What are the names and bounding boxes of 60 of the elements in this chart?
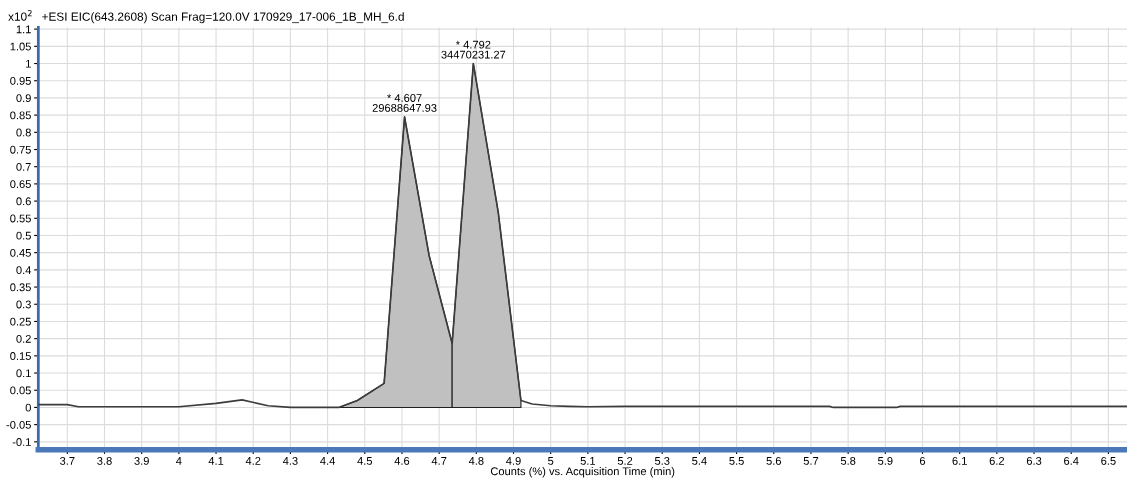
y-tick-label: 0.05 <box>10 386 31 395</box>
x-tick-label: 3.7 <box>60 456 75 465</box>
x-tick-label: 5.4 <box>692 457 707 465</box>
x-tick-label: 4.4 <box>320 457 335 465</box>
x-tick-label: 6.1 <box>952 456 967 465</box>
y-tick-label: 1.05 <box>10 42 31 51</box>
y-tick-label: 0 <box>25 403 31 412</box>
x-tick-label: 6.4 <box>1064 456 1079 465</box>
y-tick-label: 0.35 <box>10 283 31 292</box>
y-tick-label: 0.15 <box>10 352 31 360</box>
x-tick-label: 3.8 <box>97 456 112 465</box>
y-tick-label: 1 <box>26 59 31 68</box>
x-tick-label: 6.3 <box>1026 456 1042 465</box>
x-tick-label: 4.1 <box>208 457 224 465</box>
y-tick-label: -0.05 <box>6 420 31 429</box>
y-tick-label: -0.1 <box>12 438 31 446</box>
x-tick-label: 5.6 <box>766 456 782 465</box>
y-tick-label: 0.95 <box>10 76 31 85</box>
x-tick-label: 5.7 <box>803 457 819 465</box>
x-tick-label: 4.3 <box>282 456 298 465</box>
x-tick-label: 5.5 <box>729 457 744 465</box>
y-tick-label: 0.2 <box>16 334 31 343</box>
x-axis-title: Counts (%) vs. Acquisition Time (min) <box>490 467 675 478</box>
annotation: * 4.792 34470231.27 <box>441 40 506 59</box>
y-tick-label: 0.55 <box>10 214 31 223</box>
y-tick-label: 0.65 <box>10 180 31 189</box>
x-tick-label: 5.3 <box>654 456 670 465</box>
x-tick-label: 6.5 <box>1101 456 1116 465</box>
x-tick-label: 4.9 <box>506 456 521 465</box>
y-tick-label: 0.5 <box>16 231 31 240</box>
x-tick-label: 4.8 <box>468 456 484 465</box>
annotation: * 4.607 29688647.93 <box>372 94 437 112</box>
y-tick-label: 0.4 <box>16 266 32 275</box>
x-tick-label: 4.6 <box>394 456 410 465</box>
x-tick-label: 4.2 <box>245 456 261 465</box>
y-tick-label: 0.9 <box>16 94 31 103</box>
line-series <box>38 62 1127 409</box>
y-tick-label: 0.1 <box>16 369 31 378</box>
y-tick-label: 0.25 <box>10 317 31 326</box>
y-axis-title: x10$^{2}$ <box>8 10 32 21</box>
y-tick-label: 0.8 <box>16 128 31 137</box>
x-tick-label: 5 <box>548 457 554 465</box>
x-tick-label: 6.2 <box>989 456 1005 465</box>
x-tick-label: 5.2 <box>617 456 633 465</box>
x-tick-label: 4 <box>176 457 182 465</box>
x-tick-label: 3.9 <box>134 456 149 465</box>
y-tick-label: 0.6 <box>16 197 31 206</box>
y-tick-label: 0.75 <box>10 145 31 154</box>
y-tick-label: 0.7 <box>16 162 31 171</box>
x-tick-label: 4.5 <box>357 457 373 465</box>
y-tick-label: 0.85 <box>10 111 31 120</box>
y-tick-label: 0.3 <box>16 300 31 309</box>
x-tick-label: 6 <box>919 456 926 465</box>
x-tick-label: 5.1 <box>580 457 596 465</box>
y-tick-label: 1.1 <box>16 25 31 34</box>
chart-title: +ESI EIC(643.2608) Scan Frag=120.0V 170929_17-006_1B_MH_6.d <box>42 12 404 24</box>
y-tick-label: 0.45 <box>10 248 31 257</box>
x-tick-label: 5.8 <box>840 456 856 465</box>
x-tick-label: 5.9 <box>878 456 893 465</box>
x-tick-label: 4.7 <box>431 457 447 465</box>
